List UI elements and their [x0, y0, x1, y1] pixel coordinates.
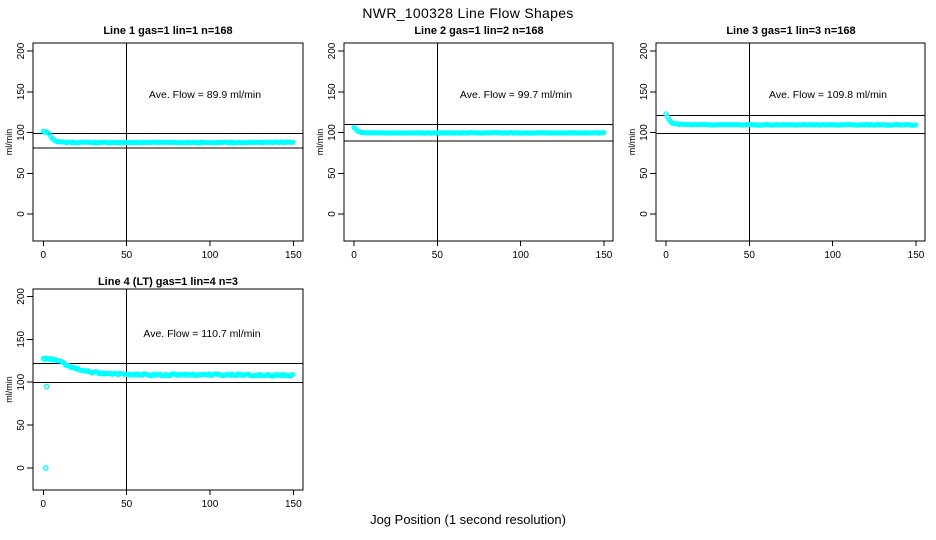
y-tick-label: 150 — [327, 83, 338, 100]
y-tick-label: 0 — [327, 211, 338, 217]
x-tick-label: 50 — [744, 250, 756, 261]
x-tick-label: 150 — [908, 250, 925, 261]
panel-4-border — [32, 288, 304, 491]
y-tick-label: 200 — [639, 42, 650, 59]
y-tick-label: 150 — [16, 83, 27, 100]
y-axis-title: ml/min — [4, 376, 14, 403]
panel-3-points — [663, 111, 919, 128]
x-tick-label: 50 — [121, 250, 133, 261]
panel-4-points — [40, 355, 296, 471]
y-axis-title: ml/min — [627, 129, 637, 156]
y-tick-label: 100 — [639, 124, 650, 141]
y-tick-label: 0 — [16, 465, 27, 471]
x-tick-label: 0 — [663, 250, 669, 261]
y-axis-title: ml/min — [315, 129, 325, 156]
y-tick-label: 200 — [16, 288, 27, 305]
y-tick-label: 200 — [16, 42, 27, 59]
x-tick-label: 100 — [824, 250, 841, 261]
y-tick-label: 100 — [16, 373, 27, 390]
panel-2-points — [351, 124, 607, 136]
y-tick-label: 50 — [327, 167, 338, 179]
x-tick-label: 100 — [202, 499, 219, 510]
y-tick-label: 50 — [639, 167, 650, 179]
panel-3-title: Line 3 gas=1 lin=3 n=168 — [726, 25, 856, 37]
figure-title: NWR_100328 Line Flow Shapes — [362, 5, 574, 21]
x-tick-label: 0 — [351, 250, 357, 261]
panel-1-points — [40, 128, 296, 146]
y-tick-label: 0 — [16, 211, 27, 217]
y-tick-label: 50 — [16, 419, 27, 431]
panel-2-border — [343, 42, 614, 242]
panel-3-border — [655, 42, 926, 242]
panel-2: 0 50 100 150 0 50 100 150 200 ml/min — [315, 42, 614, 261]
x-tick-label: 150 — [285, 499, 302, 510]
y-axis-title: ml/min — [4, 129, 14, 156]
panel-1-border — [32, 42, 304, 242]
x-tick-label: 0 — [41, 250, 47, 261]
panel-4-title: Line 4 (LT) gas=1 lin=4 n=3 — [97, 276, 239, 288]
x-tick-label: 50 — [432, 250, 444, 261]
y-tick-label: 100 — [327, 124, 338, 141]
panel-4: 0 50 100 150 0 50 100 150 200 ml/min — [4, 288, 304, 510]
y-tick-label: 150 — [16, 331, 27, 348]
panel-2-annotation: Ave. Flow = 99.7 ml/min — [459, 89, 573, 101]
panel-1-title: Line 1 gas=1 lin=1 n=168 — [103, 25, 233, 37]
y-tick-label: 100 — [16, 124, 27, 141]
y-tick-label: 200 — [327, 42, 338, 59]
panel-2-title: Line 2 gas=1 lin=2 n=168 — [414, 25, 544, 37]
x-tick-label: 0 — [41, 499, 47, 510]
x-tick-label: 100 — [512, 250, 529, 261]
x-tick-label: 50 — [121, 499, 133, 510]
x-tick-label: 100 — [202, 250, 219, 261]
panel-1-annotation: Ave. Flow = 89.9 ml/min — [148, 89, 262, 101]
panel-4-annotation: Ave. Flow = 110.7 ml/min — [143, 328, 261, 340]
y-tick-label: 0 — [639, 211, 650, 217]
panel-3: 0 50 100 150 0 50 100 150 200 ml/min — [627, 42, 926, 261]
x-tick-label: 150 — [596, 250, 613, 261]
panel-4-outlier-point — [43, 383, 50, 390]
y-tick-label: 50 — [16, 167, 27, 179]
y-tick-label: 150 — [639, 83, 650, 100]
x-tick-label: 150 — [285, 250, 302, 261]
x-axis-label: Jog Position (1 second resolution) — [370, 512, 566, 527]
panel-3-annotation: Ave. Flow = 109.8 ml/min — [769, 89, 887, 101]
panel-4-outlier-point — [42, 465, 49, 471]
panel-1: 0 50 100 150 0 50 100 150 200 ml/min — [4, 42, 304, 261]
